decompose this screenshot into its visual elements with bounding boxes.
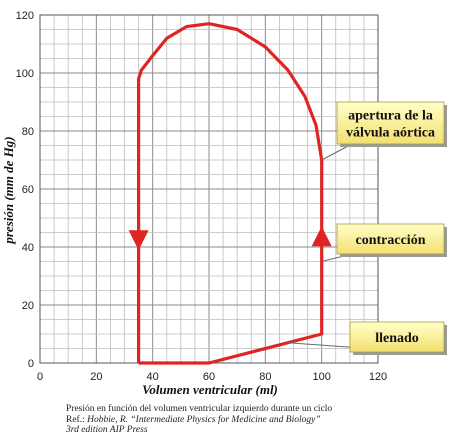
callout: contracción [321, 223, 447, 262]
y-tick-label: 100 [16, 68, 34, 80]
pv-loop-line [137, 22, 324, 365]
x-tick-label: 80 [259, 371, 271, 383]
caption-line-1: Presión en función del volumen ventricul… [66, 404, 333, 414]
y-tick-label: 120 [16, 10, 34, 22]
callout-box [349, 321, 445, 353]
caption-ref-prefix: Ref.: [66, 414, 88, 425]
callouts: apertura de la válvula aórtica contracción… [287, 101, 447, 355]
callout-box [336, 101, 445, 145]
y-tick-label: 60 [22, 184, 34, 196]
tick-labels: 0 20 40 60 80 100 120 0 20 40 60 80 100 120 [16, 10, 388, 383]
caption-line-3: 3rd edition AIP Press [66, 425, 148, 435]
y-tick-label: 40 [22, 242, 34, 254]
callout-text: contracción [356, 233, 426, 248]
x-tick-label: 20 [90, 371, 102, 383]
y-tick-label: 0 [28, 358, 34, 370]
y-axis-title: presión (mm de Hg) [1, 136, 16, 244]
callout-text: apertura de la [348, 109, 433, 124]
y-tick-label: 80 [22, 126, 34, 138]
x-tick-label: 40 [147, 371, 159, 383]
x-tick-label: 60 [203, 371, 215, 383]
arrow-up-icon [311, 226, 332, 247]
caption-ref-text: Hobbie, R. “Intermediate Physics for Med… [87, 414, 321, 425]
x-tick-label: 0 [37, 371, 43, 383]
figure-caption: Presión en función del volumen ventricul… [66, 404, 332, 436]
series-layer [128, 22, 332, 365]
callout: llenado [287, 321, 447, 355]
x-tick-label: 120 [369, 371, 387, 383]
callout: apertura de la válvula aórtica [321, 101, 447, 161]
arrow-down-icon [128, 230, 149, 251]
callout-text: llenado [375, 331, 419, 346]
chart-grid [39, 14, 379, 364]
x-axis-title: Volumen ventricular (ml) [142, 382, 278, 397]
caption-reference: Ref.: Hobbie, R. “Intermediate Physics f… [66, 415, 332, 426]
callout-text: válvula aórtica [346, 126, 435, 141]
pressure-volume-chart: 0 20 40 60 80 100 120 0 20 40 60 80 100 120 apertura … [1, 10, 447, 397]
y-tick-label: 20 [22, 300, 34, 312]
x-tick-label: 100 [312, 371, 330, 383]
callout-box [336, 223, 445, 255]
